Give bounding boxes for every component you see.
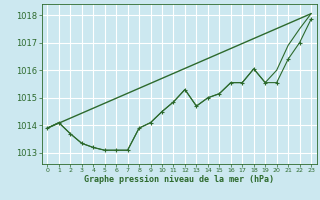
X-axis label: Graphe pression niveau de la mer (hPa): Graphe pression niveau de la mer (hPa) bbox=[84, 175, 274, 184]
